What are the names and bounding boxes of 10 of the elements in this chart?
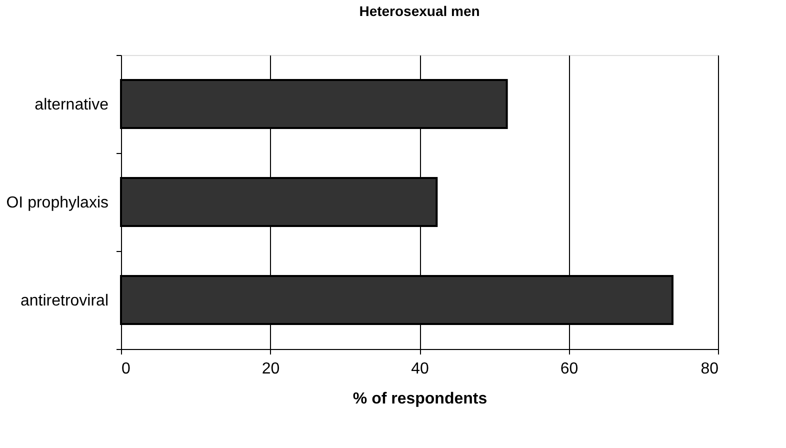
x-tick-label: 20: [262, 360, 280, 378]
x-tick-label: 60: [560, 360, 578, 378]
chart-title: Heterosexual men: [359, 3, 480, 19]
x-tick-label: 0: [122, 360, 130, 378]
x-axis-title: % of respondents: [352, 390, 488, 408]
y-tick-label: OI prophylaxis: [6, 194, 108, 212]
x-tick-label: 40: [411, 360, 429, 378]
y-tick-label: alternative: [34, 96, 109, 114]
x-tick-label: 80: [700, 360, 719, 378]
y-tick-label: antiretroviral: [20, 292, 108, 310]
